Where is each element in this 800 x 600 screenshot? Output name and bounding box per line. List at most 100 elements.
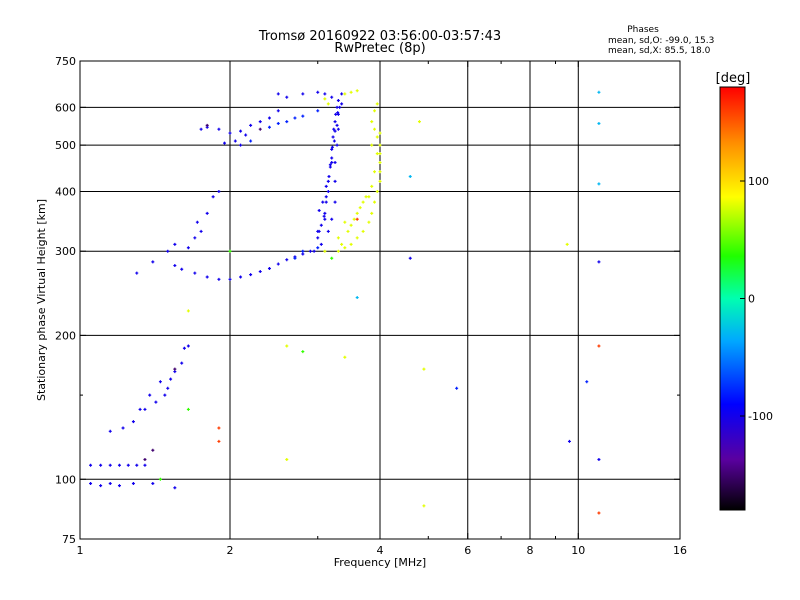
data-point xyxy=(121,426,125,430)
y-tick-label: 500 xyxy=(55,139,76,152)
x-axis-label: Frequency [MHz] xyxy=(334,556,426,569)
data-point xyxy=(333,160,337,164)
scatter-points xyxy=(89,89,601,515)
data-point xyxy=(322,214,326,218)
data-point xyxy=(205,211,209,215)
data-point xyxy=(173,242,177,246)
x-tick-label: 10 xyxy=(571,544,585,557)
x-tick-label: 6 xyxy=(464,544,471,557)
data-point xyxy=(173,486,177,490)
data-point xyxy=(276,92,280,96)
data-point xyxy=(182,346,186,350)
data-point xyxy=(355,89,359,93)
data-point xyxy=(326,229,330,233)
data-point xyxy=(333,200,337,204)
data-point xyxy=(186,344,190,348)
data-point xyxy=(375,189,379,193)
data-point xyxy=(370,143,374,147)
data-point xyxy=(355,236,359,240)
data-point xyxy=(143,457,147,461)
data-point xyxy=(316,246,320,250)
data-point xyxy=(367,220,371,224)
data-point xyxy=(285,258,289,262)
data-point xyxy=(193,271,197,275)
data-point xyxy=(455,386,459,390)
y-tick-label: 200 xyxy=(55,329,76,342)
data-point xyxy=(308,249,312,253)
data-point xyxy=(138,407,142,411)
data-point xyxy=(567,439,571,443)
data-point xyxy=(332,139,336,143)
x-tick-label: 16 xyxy=(673,544,687,557)
data-point xyxy=(186,407,190,411)
data-point xyxy=(108,481,112,485)
data-point xyxy=(143,463,147,467)
data-point xyxy=(358,206,362,210)
data-point xyxy=(158,477,162,481)
x-tick-label: 8 xyxy=(527,544,534,557)
data-point xyxy=(326,189,330,193)
y-tick-label: 600 xyxy=(55,101,76,114)
data-point xyxy=(239,129,243,133)
data-point xyxy=(205,123,209,127)
data-point xyxy=(597,511,601,515)
data-point xyxy=(166,249,170,253)
x-tick-label: 2 xyxy=(227,544,234,557)
data-point xyxy=(331,135,335,139)
data-point xyxy=(597,182,601,186)
data-point xyxy=(378,179,382,183)
data-point xyxy=(326,179,330,183)
colorbar-ticks: -100 0 100 xyxy=(740,175,773,423)
y-axis-label: Stationary phase Virtual Height [km] xyxy=(35,199,48,401)
data-point xyxy=(293,116,297,120)
data-point xyxy=(324,195,328,199)
data-point xyxy=(169,377,173,381)
data-point xyxy=(323,211,327,215)
data-point xyxy=(319,223,323,227)
phase-header: Phases xyxy=(627,25,659,35)
data-point xyxy=(367,195,371,199)
data-point xyxy=(135,271,139,275)
data-point xyxy=(346,229,350,233)
data-point xyxy=(334,112,338,116)
data-point xyxy=(217,426,221,430)
x-tick-label: 1 xyxy=(77,544,84,557)
data-point xyxy=(233,139,237,143)
data-point xyxy=(323,97,327,101)
data-point xyxy=(258,120,262,124)
data-point xyxy=(370,211,374,215)
data-point xyxy=(373,127,377,131)
y-tick-label: 100 xyxy=(55,473,76,486)
data-point xyxy=(565,242,569,246)
phase-o-stats: mean, sd,O: -99.0, 15.3 xyxy=(608,36,714,46)
data-point xyxy=(217,439,221,443)
data-point xyxy=(301,114,305,118)
data-point xyxy=(336,127,340,131)
data-point xyxy=(333,120,337,124)
y-tick-label: 750 xyxy=(55,55,76,68)
data-point xyxy=(193,236,197,240)
data-point xyxy=(249,123,253,127)
data-point xyxy=(195,220,199,224)
data-point xyxy=(228,277,232,281)
data-point xyxy=(336,99,340,103)
data-point xyxy=(276,262,280,266)
data-point xyxy=(408,174,412,178)
data-point xyxy=(217,189,221,193)
data-point xyxy=(330,217,334,221)
data-point xyxy=(340,92,344,96)
data-point xyxy=(330,145,334,149)
data-point xyxy=(373,170,377,174)
data-point xyxy=(597,344,601,348)
data-point xyxy=(180,361,184,365)
data-point xyxy=(330,256,334,260)
data-point xyxy=(317,229,321,233)
data-point xyxy=(217,277,221,281)
colorbar-tick-label: -100 xyxy=(748,410,773,423)
data-point xyxy=(151,481,155,485)
data-point xyxy=(223,141,227,145)
data-point xyxy=(330,147,334,151)
data-point xyxy=(173,367,177,371)
data-point xyxy=(330,156,334,160)
x-axis-ticks: 1 2 4 6 8 10 16 xyxy=(77,61,687,557)
